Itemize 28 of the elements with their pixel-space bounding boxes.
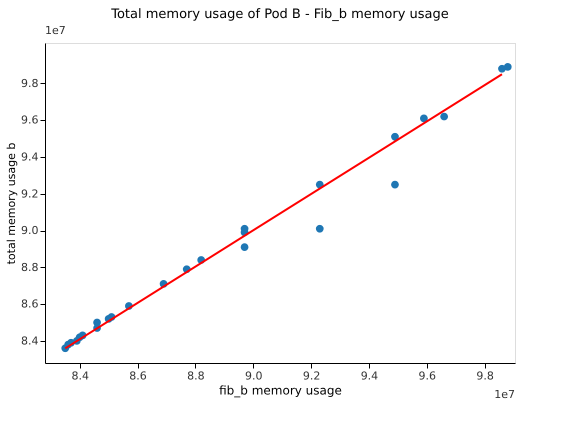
point: [504, 63, 512, 71]
point: [316, 224, 324, 233]
point: [420, 114, 428, 122]
text: 1e7: [45, 24, 66, 37]
y-tick-label: 8.8: [21, 260, 38, 274]
y-tick-label: 9.2: [21, 187, 38, 200]
y-tick-label: 9.4: [21, 150, 38, 164]
x-tick-label: 8.4: [71, 370, 89, 382]
point: [391, 132, 399, 141]
y-tick-label: 9.0: [21, 224, 38, 238]
point: [391, 180, 399, 188]
point: [440, 112, 448, 120]
x-tick-label: 8.8: [187, 370, 205, 382]
y-tick-label: 8.4: [21, 334, 38, 348]
x-tick-label: 9.2: [302, 370, 320, 382]
chart-title: Total memory usage of Pod B - Fib_b memory usage: [110, 7, 449, 22]
point: [240, 243, 248, 252]
y-tick-label: 9.6: [21, 114, 38, 127]
y-tick-label: 9.8: [21, 76, 38, 90]
x-axis-title: fib_b memory usage: [219, 384, 342, 398]
x-tick-label: 9.0: [244, 370, 262, 382]
x-tick-label: 9.6: [418, 370, 436, 382]
y-tick-label: 8.6: [21, 298, 38, 311]
x-tick-label: 9.8: [476, 370, 494, 382]
y-axis-title: total memory usage b: [5, 142, 18, 264]
x-tick-label: 8.6: [129, 370, 147, 382]
text: 1e7: [494, 388, 515, 401]
x-tick-label: 9.4: [360, 370, 378, 382]
